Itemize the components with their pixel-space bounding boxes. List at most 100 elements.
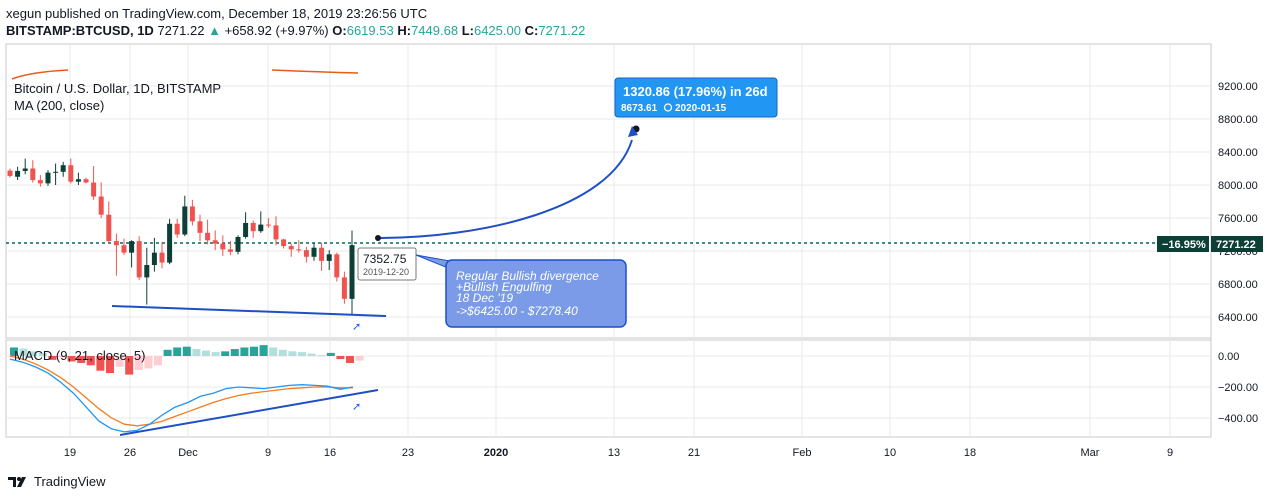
price-tick-label: 6400.00 xyxy=(1218,312,1258,324)
candle[interactable] xyxy=(7,168,13,178)
last-price-tags: −16.95% 7271.22 xyxy=(1157,236,1263,252)
macd-histogram-bar xyxy=(221,351,230,356)
candle-body xyxy=(326,254,332,261)
chart-title: Bitcoin / U.S. Dollar, 1D, BITSTAMP xyxy=(14,81,221,96)
candle[interactable] xyxy=(334,252,340,282)
macd-signal-line xyxy=(9,355,353,427)
candle[interactable] xyxy=(243,212,249,239)
candle[interactable] xyxy=(212,230,218,251)
price-tick-label: 6800.00 xyxy=(1218,279,1258,291)
time-tick-label: 2020 xyxy=(484,447,508,459)
candle[interactable] xyxy=(15,166,21,181)
macd-histogram-bar xyxy=(326,352,335,356)
note-callout[interactable]: Regular Bullish divergence +Bullish Engu… xyxy=(415,254,627,328)
support-trendline[interactable] xyxy=(111,305,387,317)
candle[interactable] xyxy=(174,218,180,238)
candle[interactable] xyxy=(68,158,74,184)
hover-price: 7352.75 xyxy=(363,252,407,266)
last-value: 7271.22 xyxy=(157,23,205,38)
macd-axis: 0.00 −200.00 −400.00 xyxy=(1218,351,1258,425)
candle[interactable] xyxy=(151,237,157,272)
candle[interactable] xyxy=(349,230,355,315)
candle-body xyxy=(98,196,104,215)
candle[interactable] xyxy=(220,235,226,256)
candle-body xyxy=(205,232,211,241)
candle[interactable] xyxy=(83,177,89,184)
candle[interactable] xyxy=(235,235,241,255)
candle[interactable] xyxy=(121,238,127,256)
macd-tick-label: 0.00 xyxy=(1218,351,1239,363)
candle[interactable] xyxy=(288,243,294,257)
candle[interactable] xyxy=(144,247,150,305)
macd-histogram-bar xyxy=(86,356,95,366)
candle-body xyxy=(144,265,150,278)
candle[interactable] xyxy=(159,241,165,269)
candlesticks[interactable] xyxy=(7,158,355,315)
time-tick-label: 10 xyxy=(884,447,896,459)
candle[interactable] xyxy=(37,175,43,187)
candle-body xyxy=(91,182,97,197)
candle-body xyxy=(189,206,195,222)
candle[interactable] xyxy=(30,160,36,183)
price-hover-label: 7352.75 2019-12-20 xyxy=(357,247,417,281)
time-tick-label: Dec xyxy=(178,447,198,459)
candle[interactable] xyxy=(75,172,81,185)
target-callout[interactable]: 1320.86 (17.96%) in 26d 8673.61 2020-01-… xyxy=(614,77,778,118)
projection-start-point[interactable] xyxy=(375,235,381,241)
price-tick-label: 7600.00 xyxy=(1218,213,1258,225)
candle[interactable] xyxy=(250,220,256,238)
candle[interactable] xyxy=(319,242,325,271)
macd-histogram-bar xyxy=(96,356,105,371)
candle[interactable] xyxy=(98,182,104,218)
candle[interactable] xyxy=(303,246,309,263)
candle-body xyxy=(212,240,218,244)
candle[interactable] xyxy=(265,218,271,228)
candle[interactable] xyxy=(341,271,347,304)
candle[interactable] xyxy=(60,161,66,177)
macd-histogram-bar xyxy=(355,356,364,361)
projection-curve[interactable] xyxy=(377,139,633,239)
candle[interactable] xyxy=(258,211,264,233)
note-line-1: Regular Bullish divergence xyxy=(456,269,599,283)
candle[interactable] xyxy=(106,201,112,242)
candle-body xyxy=(250,222,256,232)
candle[interactable] xyxy=(227,241,233,256)
candle[interactable] xyxy=(205,219,211,245)
candle[interactable] xyxy=(136,236,142,280)
candle[interactable] xyxy=(197,214,203,242)
grid-lines xyxy=(6,44,1211,437)
note-line-4: ->$6425.00 - $7278.40 xyxy=(456,304,578,318)
macd-histogram-bar xyxy=(38,352,47,356)
candle[interactable] xyxy=(167,218,173,265)
candle[interactable] xyxy=(296,240,302,253)
candle[interactable] xyxy=(91,166,97,200)
macd-histogram-bar xyxy=(29,351,38,356)
candle-body xyxy=(311,247,317,257)
candle-body xyxy=(113,241,119,246)
macd-histogram-bar xyxy=(154,356,162,366)
candle-body xyxy=(235,236,241,252)
candle[interactable] xyxy=(311,242,317,261)
candle[interactable] xyxy=(22,158,28,175)
candle[interactable] xyxy=(189,199,195,226)
candle-body xyxy=(303,250,309,257)
candle[interactable] xyxy=(273,216,279,246)
macd-histogram-bar xyxy=(163,349,172,356)
candle[interactable] xyxy=(129,240,135,268)
symbol-label: BITSTAMP:BTCUSD, 1D xyxy=(6,23,154,38)
macd-histogram-bar xyxy=(173,347,182,356)
macd-histogram-bar xyxy=(336,356,345,360)
time-tick-label: 23 xyxy=(402,447,414,459)
candle[interactable] xyxy=(45,170,51,186)
candle[interactable] xyxy=(326,250,332,270)
candle-body xyxy=(159,252,165,263)
candle[interactable] xyxy=(53,163,59,185)
candle-body xyxy=(349,245,355,299)
macd-trendline[interactable] xyxy=(119,389,379,436)
candle[interactable] xyxy=(113,233,119,276)
candle[interactable] xyxy=(281,238,287,249)
macd-histogram-bar xyxy=(307,353,316,356)
candle[interactable] xyxy=(182,195,188,237)
macd-histogram-bar xyxy=(230,349,239,356)
